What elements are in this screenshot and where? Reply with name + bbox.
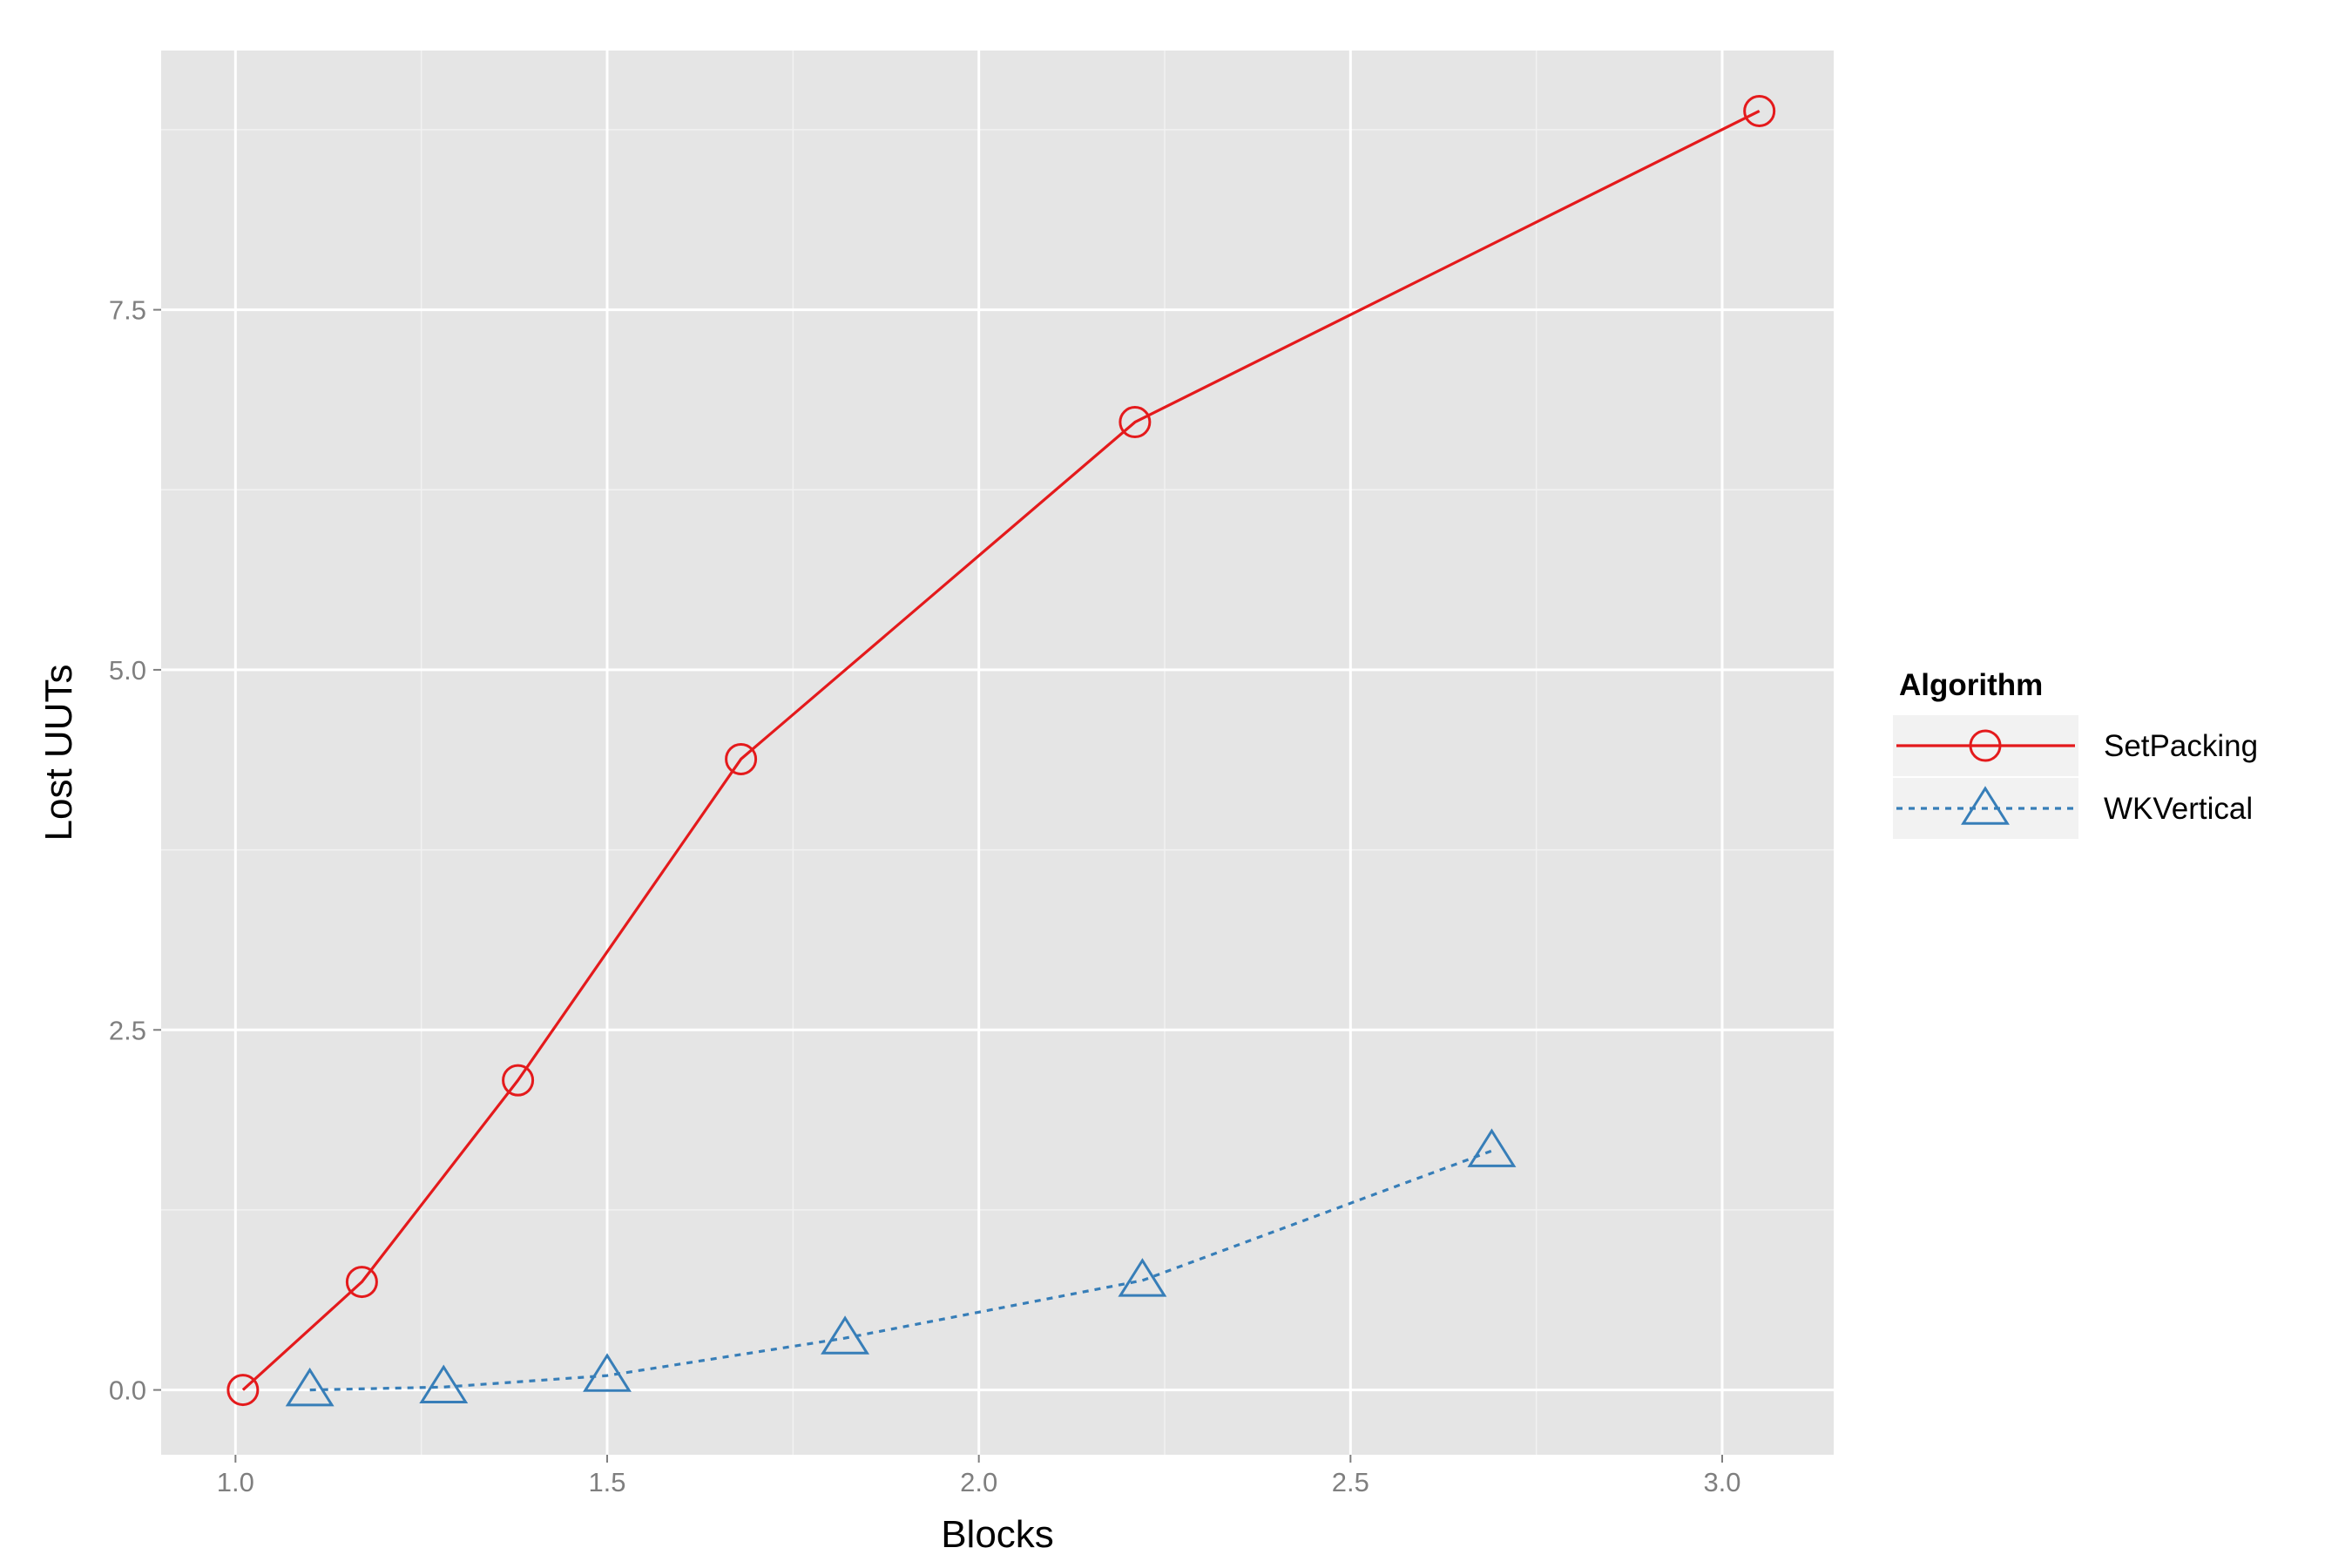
series-layer xyxy=(226,94,1776,1407)
data-point xyxy=(1743,94,1776,127)
legend-label: WKVertical xyxy=(2104,792,2253,826)
series-SetPacking xyxy=(226,94,1776,1407)
major-gridlines xyxy=(161,51,1834,1455)
x-axis: 1.0 1.5 2.0 2.5 3.0 xyxy=(217,1455,1741,1497)
x-tick-label: 3.0 xyxy=(1703,1467,1740,1497)
y-axis-title: Lost UUTs xyxy=(37,665,80,841)
series-WKVertical xyxy=(285,1128,1517,1407)
minor-gridlines xyxy=(161,51,1834,1455)
x-tick-label: 1.0 xyxy=(217,1467,254,1497)
legend-title: Algorithm xyxy=(1899,668,2043,702)
y-tick-label: 2.5 xyxy=(109,1015,146,1045)
data-point xyxy=(1118,1258,1167,1297)
y-tick-label: 5.0 xyxy=(109,655,146,686)
plot-panel xyxy=(161,51,1834,1455)
series-line xyxy=(309,1149,1493,1392)
data-point xyxy=(419,1364,469,1404)
data-point xyxy=(226,1374,260,1407)
x-tick-label: 1.5 xyxy=(588,1467,625,1497)
x-tick-label: 2.0 xyxy=(960,1467,997,1497)
series-line xyxy=(241,109,1761,1391)
y-axis: 0.0 2.5 5.0 7.5 xyxy=(109,295,161,1406)
data-point xyxy=(583,1353,632,1392)
data-point xyxy=(725,742,758,775)
legend-label: SetPacking xyxy=(2104,729,2258,763)
data-point xyxy=(345,1266,378,1299)
legend-item-SetPacking: SetPacking xyxy=(1891,713,2258,778)
legend-item-WKVertical: WKVertical xyxy=(1891,776,2253,841)
legend-key-marker xyxy=(1961,786,2010,825)
y-tick-label: 0.0 xyxy=(109,1375,146,1406)
legend-key-marker xyxy=(1969,729,2002,762)
data-point xyxy=(1467,1128,1517,1167)
y-tick-label: 7.5 xyxy=(109,295,146,326)
data-point xyxy=(502,1064,535,1097)
data-point xyxy=(285,1367,335,1407)
x-tick-label: 2.5 xyxy=(1332,1467,1369,1497)
legend: Algorithm SetPacking WKVertical xyxy=(1891,668,2258,841)
x-axis-title: Blocks xyxy=(941,1513,1054,1556)
data-point xyxy=(821,1315,870,1355)
data-point xyxy=(1119,406,1152,439)
